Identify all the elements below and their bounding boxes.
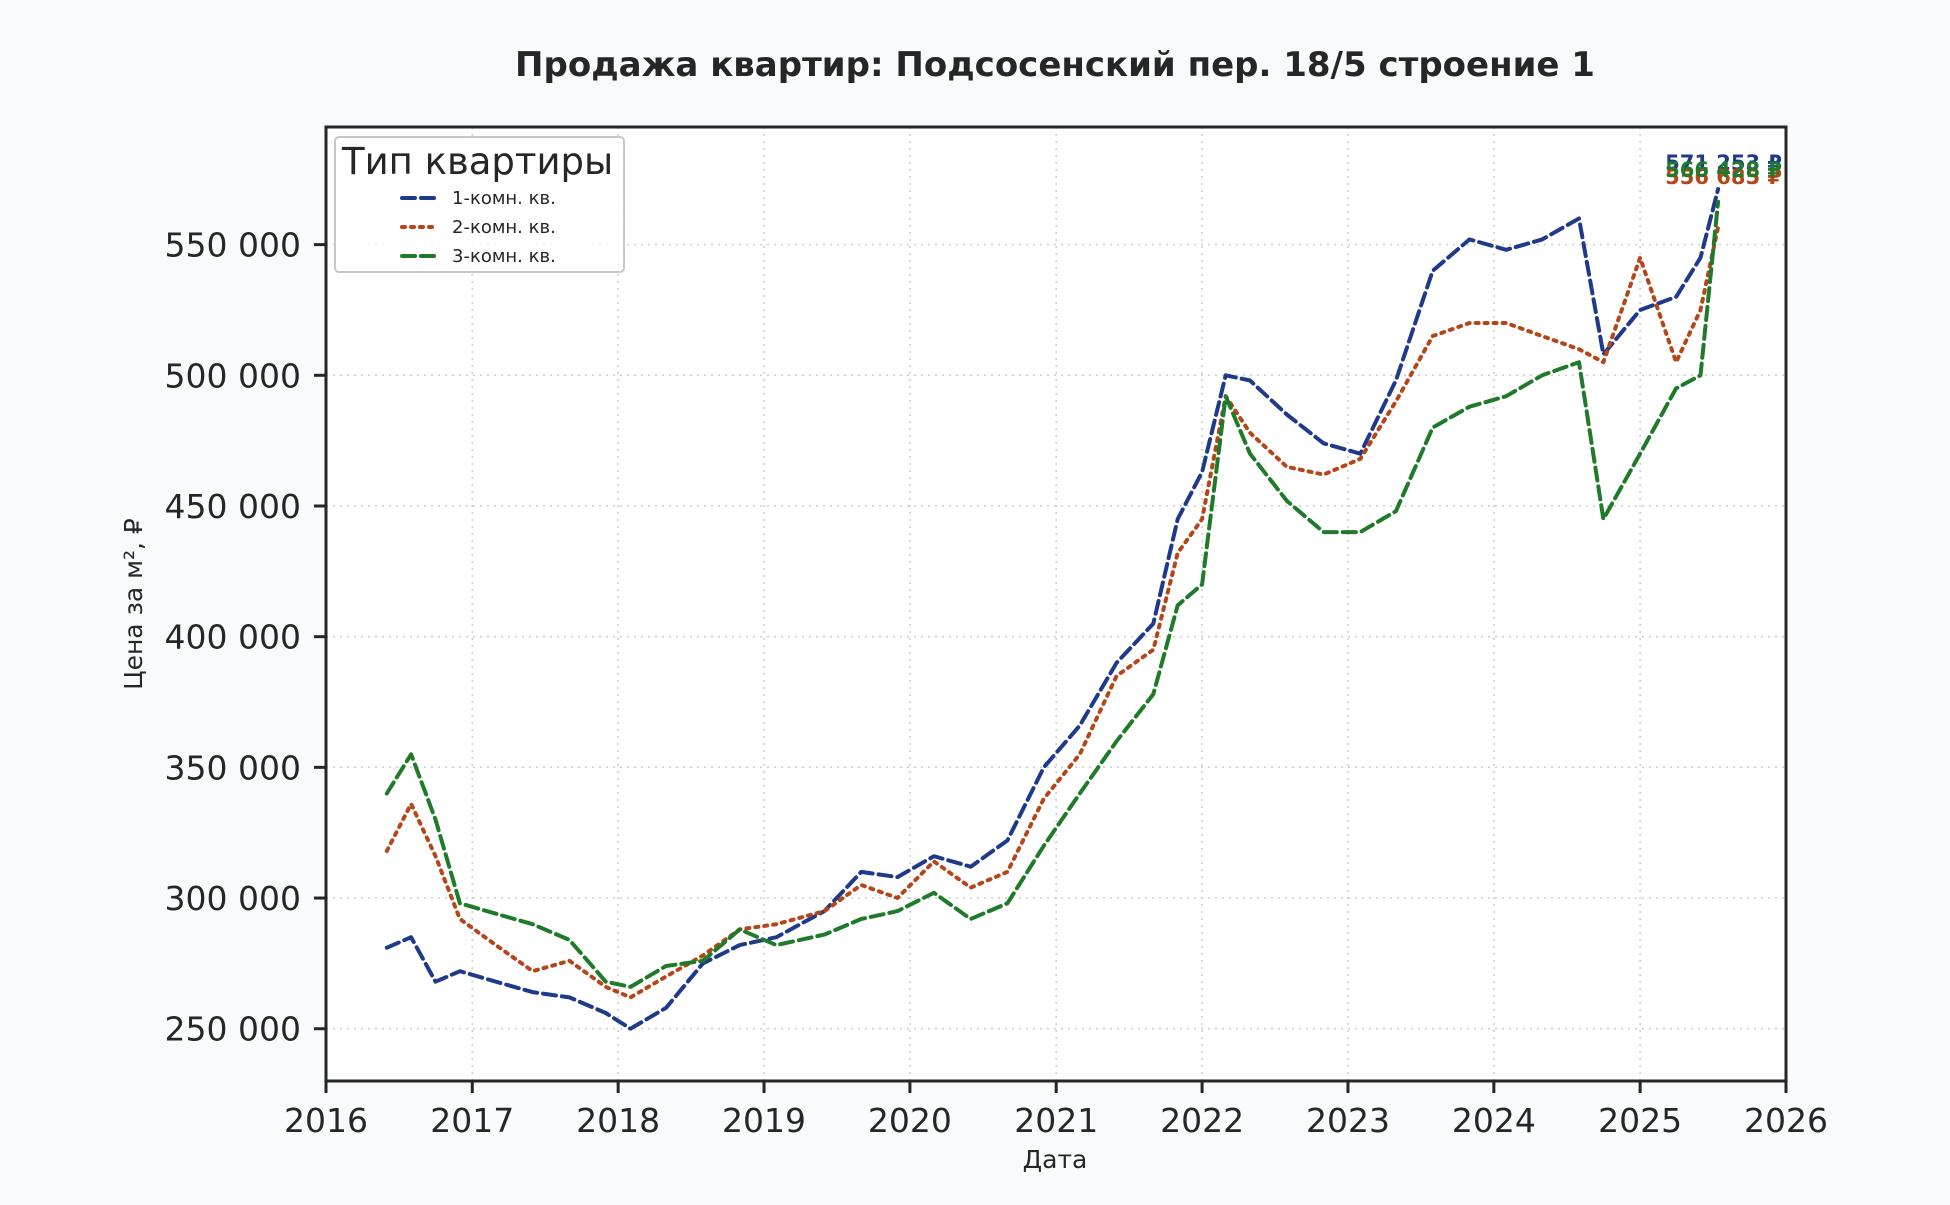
x-tick-label: 2017 [430,1101,514,1140]
series-line-2 [384,225,1721,1000]
y-tick-label: 550 000 [165,226,301,265]
end-value-labels: 571 253 ₽556 685 ₽566 428 ₽ [1665,151,1782,189]
y-axis-ticks: 250 000 300 000 350 000 400 000 450 000 500 0… [165,226,326,1049]
series-line-1 [384,187,1721,1031]
x-tick-label: 2019 [722,1101,806,1140]
x-tick-label: 2020 [868,1101,952,1140]
y-tick-label: 500 000 [165,356,301,395]
x-tick-label: 2025 [1598,1101,1682,1140]
legend-label-2: 2-комн. кв. [452,217,556,238]
legend-label-1: 1-комн. кв. [452,188,556,209]
end-value-label-2: 556 685 ₽ [1665,165,1782,189]
x-tick-label: 2016 [284,1101,368,1140]
x-axis-label: Дата [1023,1145,1088,1174]
x-axis-ticks: 2016 2017 2018 2019 2020 2021 2022 2023 2024 2025… [284,1081,1828,1140]
series-line-3 [384,199,1721,989]
x-tick-label: 2021 [1014,1101,1098,1140]
x-tick-label: 2022 [1160,1101,1244,1140]
x-tick-label: 2018 [576,1101,660,1140]
x-tick-label: 2024 [1452,1101,1536,1140]
legend-box [334,136,625,273]
plot-frame [324,125,1788,1083]
x-tick-label: 2023 [1306,1101,1390,1140]
y-axis-label: Цена за м², ₽ [119,518,148,690]
y-tick-label: 450 000 [165,487,301,526]
y-tick-label: 250 000 [165,1010,301,1049]
y-tick-label: 350 000 [165,748,301,787]
legend-entries: 1-комн. кв. 2-комн. кв. 3-комн. кв. [400,188,556,267]
legend-label-3: 3-комн. кв. [452,246,556,267]
end-value-label-3: 566 428 ₽ [1665,158,1782,182]
x-tick-label: 2026 [1744,1101,1828,1140]
series-lines [384,187,1721,1031]
y-tick-label: 300 000 [165,879,301,918]
end-value-label-1: 571 253 ₽ [1665,151,1782,175]
chart-title: Продажа квартир: Подсосенский пер. 18/5 … [515,45,1595,85]
legend-title: Тип квартиры [341,140,613,183]
y-tick-label: 400 000 [165,618,301,657]
legend: Тип квартиры 1-комн. кв. 2-комн. кв. 3-ком… [334,136,625,273]
